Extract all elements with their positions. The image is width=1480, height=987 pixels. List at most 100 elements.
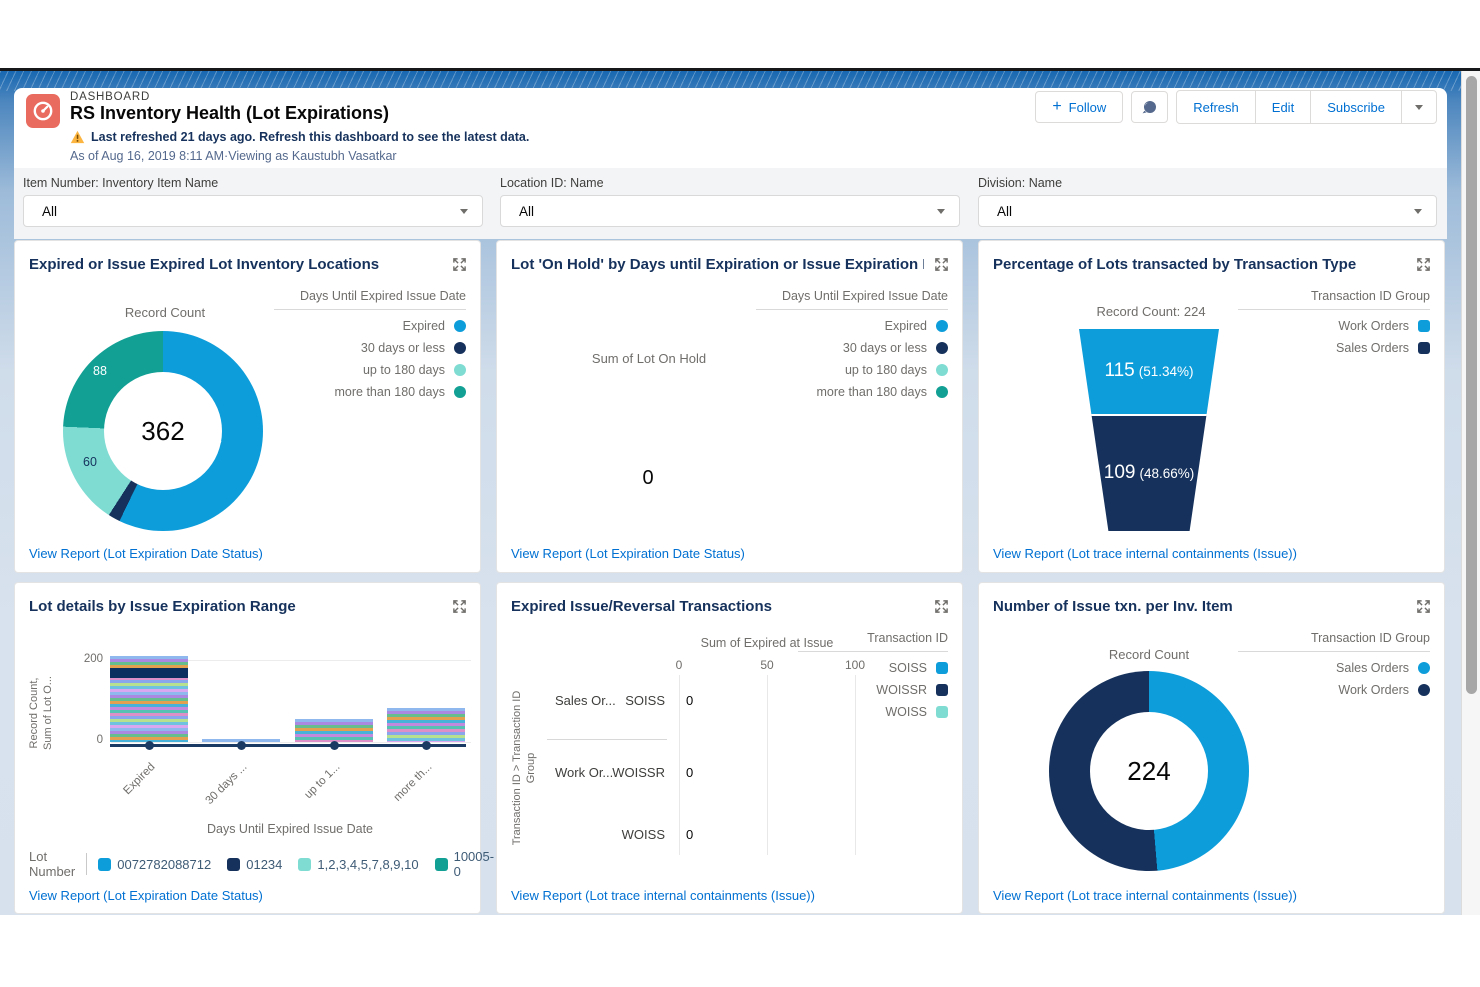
line-point[interactable]: [145, 741, 154, 750]
refresh-warning-text: Last refreshed 21 days ago. Refresh this…: [91, 130, 530, 144]
x-tick: 0: [675, 658, 683, 672]
card-title: Number of Issue txn. per Inv. Item: [993, 598, 1233, 615]
metric-value: 0: [642, 467, 654, 489]
legend-item: Work Orders: [1238, 683, 1430, 697]
legend-swatch: [936, 342, 948, 354]
legend-swatch: [454, 364, 466, 376]
expand-icon[interactable]: [934, 599, 949, 614]
group-label: Sales Or...: [555, 693, 616, 708]
legend-item: Expired: [274, 319, 466, 333]
header-button-group: Refresh Edit Subscribe: [1176, 90, 1437, 124]
expand-icon[interactable]: [1416, 257, 1431, 272]
gridline: [111, 660, 471, 661]
card-title: Lot 'On Hold' by Days until Expiration o…: [511, 256, 924, 273]
view-report-link[interactable]: View Report (Lot trace internal containm…: [993, 888, 1297, 903]
donut-total: 362: [104, 372, 222, 490]
follow-button[interactable]: + Follow: [1035, 91, 1124, 123]
expand-icon[interactable]: [452, 599, 467, 614]
line-point[interactable]: [422, 741, 431, 750]
filter-label-location: Location ID: Name: [500, 176, 604, 190]
line-point[interactable]: [330, 741, 339, 750]
view-report-link[interactable]: View Report (Lot Expiration Date Status): [511, 546, 745, 561]
legend-item: up to 180 days: [274, 363, 466, 377]
background-texture: [0, 71, 1480, 91]
scrollbar-track[interactable]: [1461, 71, 1480, 915]
row-value: 0: [686, 693, 694, 708]
stacked-bar-expired[interactable]: [110, 656, 188, 742]
legend-swatch: [454, 342, 466, 354]
legend-item: Expired: [756, 319, 948, 333]
gridline: [767, 675, 768, 855]
warning-icon: [70, 130, 85, 144]
y-axis-title: Transaction ID > Transaction ID Group: [511, 690, 537, 846]
feed-button[interactable]: [1131, 91, 1169, 123]
plus-icon: +: [1052, 98, 1062, 115]
legend-item: up to 180 days: [756, 363, 948, 377]
card-expired-issue-reversal: Expired Issue/Reversal Transactions Sum …: [496, 582, 963, 914]
chart-axis-label: Record Count: [124, 305, 206, 320]
view-report-link[interactable]: View Report (Lot trace internal containm…: [993, 546, 1297, 561]
chart-axis-label: Sum of Lot On Hold: [591, 351, 707, 366]
legend-swatch: [298, 857, 312, 871]
legend-title: Lot Number: [29, 849, 76, 879]
row-label: SOISS: [625, 693, 665, 708]
donut-total: 224: [1090, 712, 1208, 830]
slice-label-up-to-180: 60: [83, 455, 97, 469]
filter-label-division: Division: Name: [978, 176, 1063, 190]
chevron-down-icon: [1415, 104, 1423, 110]
x-axis-title: Sum of Expired at Issue: [700, 636, 834, 650]
expand-icon[interactable]: [934, 257, 949, 272]
stacked-bar-30-days[interactable]: [202, 739, 280, 742]
legend-swatch: [454, 320, 466, 332]
card-issue-txn-per-item: Number of Issue txn. per Inv. Item Recor…: [978, 582, 1445, 914]
filter-select-location[interactable]: All: [500, 195, 960, 227]
expand-icon[interactable]: [452, 257, 467, 272]
row-label: WOISS: [621, 827, 665, 842]
legend-swatch: [1418, 684, 1430, 696]
legend-item: more than 180 days: [274, 385, 466, 399]
feed-icon: [1142, 100, 1157, 113]
filter-bar: Item Number: Inventory Item Name All Loc…: [14, 168, 1447, 239]
card-lot-on-hold: Lot 'On Hold' by Days until Expiration o…: [496, 240, 963, 573]
slice-label-more-than-180: 88: [93, 364, 107, 378]
funnel-segment-sales-orders[interactable]: 109 (48.66%): [1079, 413, 1219, 531]
scrollbar-thumb[interactable]: [1466, 76, 1477, 694]
chevron-down-icon: [460, 208, 468, 214]
y-tick: 200: [83, 653, 103, 665]
edit-button[interactable]: Edit: [1256, 91, 1312, 123]
view-report-link[interactable]: View Report (Lot trace internal containm…: [511, 888, 815, 903]
view-report-link[interactable]: View Report (Lot Expiration Date Status): [29, 888, 263, 903]
card-expired-lot-locations: Expired or Issue Expired Lot Inventory L…: [14, 240, 481, 573]
x-tick: Expired: [121, 761, 158, 798]
refresh-button[interactable]: Refresh: [1177, 91, 1256, 123]
donut-chart[interactable]: 224: [1049, 671, 1249, 871]
filter-select-division[interactable]: All: [978, 195, 1437, 227]
gauge-icon: [33, 101, 53, 121]
row-value: 0: [686, 765, 694, 780]
legend-item: WOISSR: [798, 683, 948, 697]
expand-icon[interactable]: [1416, 599, 1431, 614]
funnel-segment-work-orders[interactable]: 115 (51.34%): [1079, 329, 1219, 414]
chevron-down-icon: [1414, 208, 1422, 214]
legend-item: 10005-0: [434, 849, 494, 879]
legend-item: 30 days or less: [274, 341, 466, 355]
x-tick: more th...: [391, 761, 435, 804]
stacked-bar-up-to-180[interactable]: [295, 719, 373, 742]
view-report-link[interactable]: View Report (Lot Expiration Date Status): [29, 546, 263, 561]
stacked-bar-more-than-180[interactable]: [387, 708, 465, 742]
line-point[interactable]: [237, 741, 246, 750]
chart-legend: Transaction ID Group Sales Orders Work O…: [1238, 631, 1430, 705]
card-title: Expired or Issue Expired Lot Inventory L…: [29, 256, 380, 273]
donut-chart[interactable]: 207 88 60 362: [63, 331, 263, 531]
filter-select-item-number[interactable]: All: [23, 195, 483, 227]
y-axis-title: Record Count, Sum of Lot O...: [28, 676, 54, 750]
card-lots-by-transaction-type: Percentage of Lots transacted by Transac…: [978, 240, 1445, 573]
card-title: Lot details by Issue Expiration Range: [29, 598, 296, 615]
more-actions-button[interactable]: [1402, 91, 1436, 123]
chevron-down-icon: [937, 208, 945, 214]
legend-swatch: [936, 662, 948, 674]
subscribe-button[interactable]: Subscribe: [1311, 91, 1402, 123]
funnel-chart[interactable]: 115 (51.34%) 109 (48.66%): [1079, 329, 1219, 531]
legend-swatch: [1418, 320, 1430, 332]
row-label: WOISSR: [612, 765, 665, 780]
